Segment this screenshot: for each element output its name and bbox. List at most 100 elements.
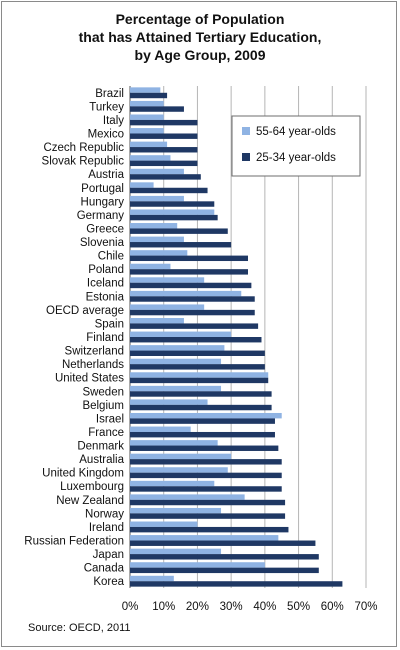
- bar-25-34: [130, 377, 269, 384]
- category-label: Australia: [79, 454, 124, 466]
- category-label: Slovak Republic: [42, 156, 125, 168]
- bar-25-34: [130, 214, 218, 221]
- bar-55-64: [130, 535, 279, 541]
- category-label: New Zealand: [56, 495, 124, 507]
- legend-label: 25-34 year-olds: [256, 152, 336, 164]
- category-label: Finland: [86, 332, 124, 344]
- bar-25-34: [130, 513, 286, 519]
- category-label: Denmark: [77, 441, 124, 453]
- bar-55-64: [130, 467, 228, 473]
- bar-55-64: [130, 87, 161, 93]
- bar-25-34: [130, 242, 232, 248]
- category-label: Iceland: [87, 278, 124, 290]
- bar-55-64: [130, 128, 164, 134]
- bar-55-64: [130, 385, 222, 392]
- bar-25-34: [130, 282, 252, 289]
- bar-25-34: [130, 350, 265, 356]
- category-label: Slovenia: [80, 237, 125, 249]
- x-tick-label: 50%: [287, 601, 310, 613]
- bar-25-34: [130, 133, 198, 139]
- x-tick-label: 40%: [253, 601, 276, 613]
- source-note: Source: OECD, 2011: [28, 622, 131, 634]
- category-label: Hungary: [81, 196, 125, 208]
- category-label: Canada: [84, 563, 125, 575]
- bar-25-34: [130, 187, 208, 194]
- category-label: Estonia: [86, 291, 125, 303]
- category-label: Spain: [95, 318, 124, 330]
- bar-25-34: [130, 255, 248, 262]
- x-tick-label: 30%: [220, 601, 243, 613]
- bar-55-64: [130, 250, 188, 256]
- bar-25-34: [130, 147, 198, 153]
- bar-25-34: [130, 160, 198, 167]
- category-label: Switzerland: [65, 346, 124, 358]
- bar-55-64: [130, 440, 218, 446]
- bar-55-64: [130, 521, 198, 527]
- bar-55-64: [130, 548, 222, 555]
- bar-55-64: [130, 399, 208, 405]
- legend: 55-64 year-olds 25-34 year-olds: [231, 115, 361, 177]
- category-label: Poland: [88, 264, 124, 276]
- bar-55-64: [130, 318, 184, 324]
- bar-55-64: [130, 114, 164, 120]
- bar-25-34: [130, 404, 272, 411]
- bar-25-34: [130, 364, 265, 370]
- bar-25-34: [130, 309, 255, 316]
- category-label: Netherlands: [62, 359, 124, 371]
- bar-55-64: [130, 277, 205, 283]
- x-tick-label: 60%: [321, 601, 344, 613]
- category-label: United States: [55, 373, 124, 385]
- bar-55-64: [130, 507, 222, 514]
- x-tick-labels: 0% 10% 20% 30% 40% 50% 60% 70%: [122, 601, 378, 613]
- bar-55-64: [130, 426, 191, 432]
- title-line-2: that has Attained Tertiary Education,: [78, 29, 322, 45]
- category-label: Japan: [93, 549, 124, 561]
- bar-25-34: [130, 431, 275, 438]
- bar-55-64: [130, 494, 245, 500]
- bar-55-64: [130, 290, 242, 297]
- bar-55-64: [130, 236, 184, 243]
- bar-55-64: [130, 209, 215, 215]
- bar-55-64: [130, 141, 168, 148]
- bar-25-34: [130, 540, 316, 546]
- bar-25-34: [130, 581, 343, 587]
- bar-55-64: [130, 100, 164, 107]
- bar-55-64: [130, 182, 154, 188]
- bar-55-64: [130, 480, 215, 487]
- bar-25-34: [130, 499, 286, 506]
- bar-25-34: [130, 391, 272, 397]
- category-label: Belgium: [82, 400, 124, 412]
- bar-25-34: [130, 459, 282, 465]
- category-label: OECD average: [46, 305, 124, 317]
- bar-55-64: [130, 168, 184, 175]
- category-label: Portugal: [81, 183, 124, 195]
- x-tick-label: 10%: [152, 601, 175, 613]
- bar-25-34: [130, 201, 215, 207]
- bar-55-64: [130, 345, 225, 351]
- legend-label: 55-64 year-olds: [256, 126, 336, 138]
- bar-55-64: [130, 195, 184, 202]
- category-label: Greece: [86, 223, 124, 235]
- chart-title: Percentage of Population that has Attain…: [0, 10, 400, 64]
- category-label: Mexico: [88, 128, 124, 140]
- category-label: Italy: [103, 115, 124, 127]
- bar-55-64: [130, 412, 282, 419]
- legend-box: [231, 115, 361, 177]
- category-label: Russian Federation: [24, 536, 124, 548]
- bar-55-64: [130, 453, 232, 460]
- bar-55-64: [130, 331, 232, 337]
- bar-25-34: [130, 526, 289, 533]
- bar-25-34: [130, 269, 248, 275]
- category-label: Ireland: [89, 522, 124, 534]
- bar-55-64: [130, 372, 269, 378]
- category-label: United Kingdom: [42, 468, 124, 480]
- bar-55-64: [130, 575, 174, 582]
- bar-55-64: [130, 155, 171, 161]
- title-line-1: Percentage of Population: [115, 11, 285, 27]
- category-label: Austria: [88, 169, 124, 181]
- bar-25-34: [130, 486, 282, 492]
- bars: [130, 87, 343, 587]
- bar-55-64: [130, 223, 178, 229]
